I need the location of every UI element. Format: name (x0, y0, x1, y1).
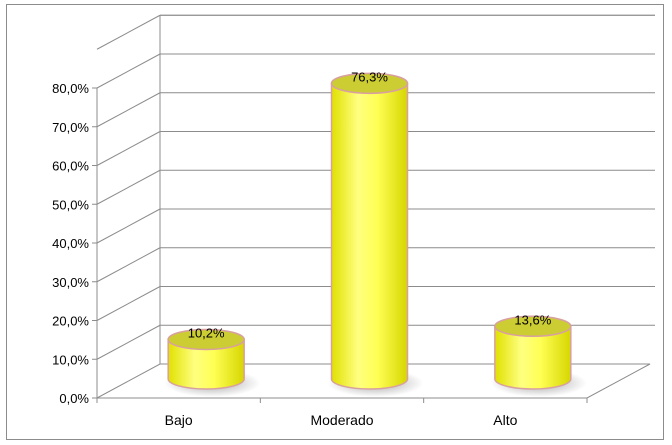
y-tick-label: 80,0% (52, 81, 89, 96)
gridline-side (96, 286, 161, 321)
gridline-side (96, 53, 161, 89)
bar-top (330, 72, 409, 95)
y-tick-label: 50,0% (52, 197, 89, 212)
data-label: 10,2% (188, 325, 225, 340)
bar (164, 328, 261, 397)
bars-layer (164, 72, 587, 397)
bar (327, 72, 424, 397)
gridline-side (96, 92, 161, 128)
y-tick-label: 40,0% (52, 236, 89, 251)
y-tick-label: 60,0% (52, 159, 89, 174)
gridline-side (96, 169, 161, 205)
bar-body (330, 82, 409, 390)
bar (490, 315, 587, 397)
bar-top (167, 328, 245, 351)
gridline-side (96, 208, 161, 244)
data-label: 13,6% (514, 312, 551, 327)
bar-body (494, 325, 572, 390)
y-tick-label: 30,0% (52, 275, 89, 290)
bar-top (494, 315, 572, 338)
gridline-side (96, 131, 161, 166)
gridline-side (96, 247, 161, 283)
data-label: 76,3% (351, 69, 388, 84)
x-tick-label: Moderado (310, 412, 373, 428)
y-tick-label: 70,0% (52, 120, 89, 135)
y-tick-label: 20,0% (52, 314, 89, 329)
x-tick-label: Bajo (165, 412, 193, 428)
bar-body (167, 338, 245, 390)
y-tick-label: 10,0% (52, 352, 89, 367)
y-tick-label: 0,0% (59, 391, 89, 406)
gridline-side (96, 324, 161, 360)
gridline-side (96, 14, 161, 50)
labels-layer: Bajo Moderado Alto 10,2% 76,3% 13,6% (165, 69, 552, 428)
x-tick-label: Alto (493, 412, 517, 428)
axis-layer: 0,0% 10,0% 20,0% 30,0% 40,0% 50,0% 60,0% 70,0% 8… (52, 81, 588, 406)
